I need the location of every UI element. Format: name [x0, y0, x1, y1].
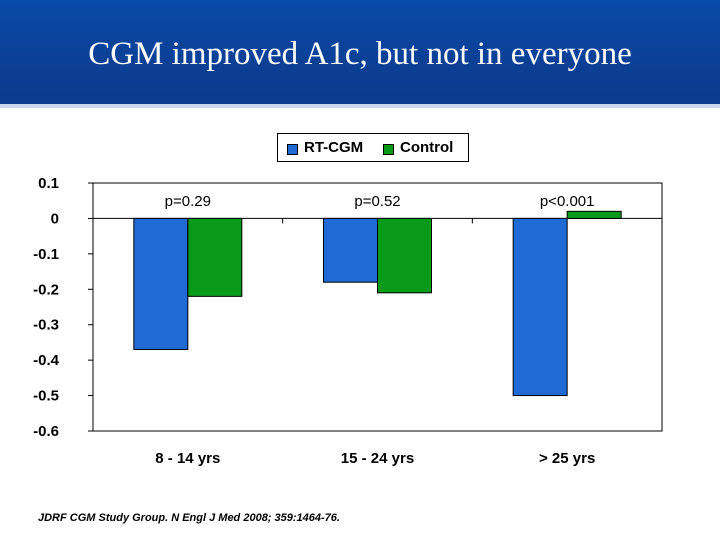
bar-rt-cgm — [133, 217, 189, 351]
legend-swatch-rt-cgm — [287, 144, 298, 155]
citation: JDRF CGM Study Group. N Engl J Med 2008;… — [38, 512, 340, 524]
bar-control — [187, 217, 243, 297]
p-value-label: p=0.52 — [354, 193, 400, 210]
y-tick-label: -0.6 — [33, 423, 59, 440]
x-category-label: > 25 yrs — [539, 450, 595, 467]
x-category-label: 8 - 14 yrs — [155, 450, 220, 467]
bar-control — [566, 210, 622, 219]
x-category-label: 15 - 24 yrs — [341, 450, 414, 467]
bar-control — [377, 217, 432, 294]
y-tick-label: -0.5 — [33, 388, 59, 405]
chart-legend: RT-CGM Control — [277, 133, 469, 162]
y-tick-label: -0.4 — [33, 352, 60, 369]
y-tick-label: 0.1 — [38, 175, 59, 192]
bar-rt-cgm — [323, 217, 378, 283]
p-value-label: p=0.29 — [165, 193, 211, 210]
y-tick-label: -0.3 — [33, 317, 59, 334]
legend-swatch-control — [383, 144, 394, 155]
title-divider — [0, 104, 720, 108]
y-tick-label: -0.1 — [33, 246, 59, 263]
legend-label-control: Control — [400, 139, 454, 156]
y-tick-label: -0.2 — [33, 281, 59, 298]
title-band — [0, 0, 720, 104]
y-tick-label: 0 — [51, 210, 59, 227]
slide-title: CGM improved A1c, but not in everyone — [88, 36, 632, 72]
p-value-label: p<0.001 — [540, 193, 595, 210]
plot-area — [92, 182, 663, 432]
bar-rt-cgm — [512, 217, 568, 397]
legend-label-rt-cgm: RT-CGM — [304, 139, 364, 156]
